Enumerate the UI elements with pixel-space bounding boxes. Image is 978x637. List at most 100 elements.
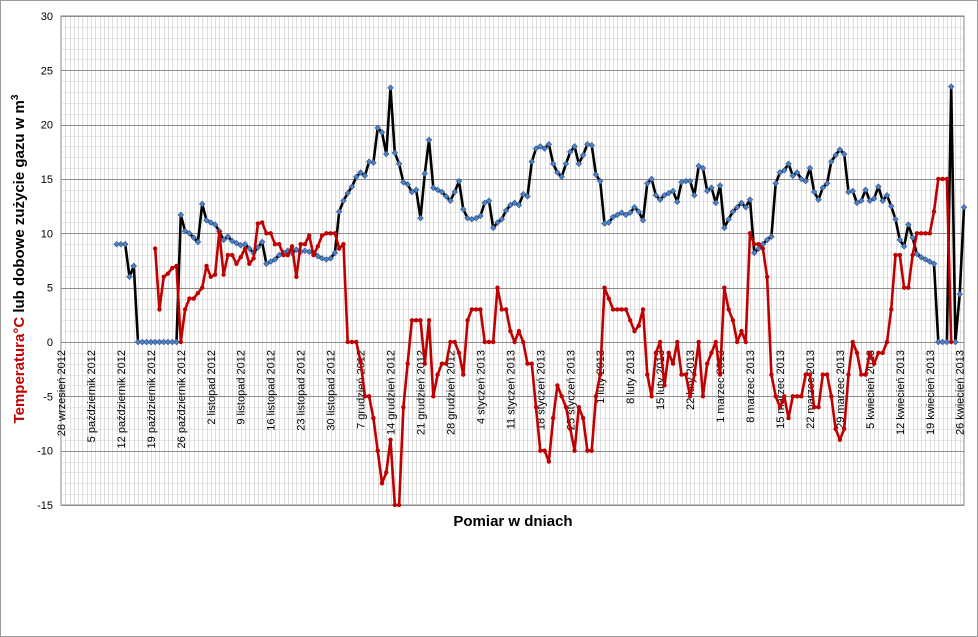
data-point	[944, 176, 950, 182]
data-point	[563, 405, 569, 410]
data-point	[610, 307, 616, 312]
data-point	[846, 372, 851, 377]
data-point	[130, 262, 137, 270]
x-tick-label: 8 luty 2013	[625, 350, 637, 404]
data-point	[408, 188, 416, 196]
data-point	[182, 307, 188, 312]
grid	[60, 15, 965, 506]
x-tick-label: 15 marzec 2013	[775, 350, 787, 429]
data-point	[669, 187, 677, 195]
data-point	[849, 187, 856, 195]
data-point	[259, 220, 265, 225]
data-point	[549, 160, 557, 168]
data-point	[798, 175, 805, 183]
x-tick-label: 23 listopad 2012	[296, 350, 308, 431]
data-point	[614, 211, 621, 219]
data-point	[486, 339, 492, 345]
data-point	[451, 188, 458, 196]
data-point	[443, 361, 449, 366]
x-tick-label: 26 kwiecień 2013	[955, 350, 967, 435]
data-point	[276, 251, 283, 259]
data-point	[169, 338, 176, 346]
data-point	[705, 361, 710, 366]
data-point	[289, 244, 295, 249]
data-point	[906, 285, 911, 290]
data-point	[357, 169, 364, 176]
data-point	[615, 307, 620, 312]
data-point	[490, 224, 497, 232]
data-point	[730, 318, 736, 323]
data-point	[746, 196, 754, 203]
data-point	[482, 339, 487, 345]
data-point	[789, 172, 797, 179]
data-point	[913, 250, 921, 258]
data-point	[318, 255, 326, 262]
x-tick-label: 15 luty 2013	[655, 350, 667, 410]
data-point	[228, 237, 236, 245]
data-point	[507, 201, 514, 209]
data-point	[383, 150, 390, 158]
data-point	[515, 201, 523, 209]
data-point	[943, 338, 951, 346]
data-point	[255, 221, 261, 226]
data-point	[738, 199, 745, 207]
data-point	[901, 285, 907, 290]
data-point	[859, 372, 864, 377]
x-tick-label: 7 grudzień 2012	[356, 350, 368, 429]
data-point	[820, 372, 825, 377]
data-point	[220, 236, 227, 244]
data-point	[632, 328, 637, 334]
data-point	[307, 233, 312, 238]
data-point	[575, 160, 583, 168]
data-point	[867, 350, 873, 356]
data-point	[794, 394, 800, 399]
data-point	[264, 231, 269, 236]
data-point	[662, 383, 667, 388]
data-point	[935, 338, 942, 346]
data-point	[401, 405, 406, 410]
data-point	[152, 246, 158, 251]
data-point	[717, 372, 723, 377]
data-point	[314, 252, 322, 260]
series-1	[113, 83, 968, 346]
y-tick-label: 0	[47, 337, 53, 349]
data-point	[952, 338, 959, 346]
data-point	[776, 169, 784, 176]
y-axis-title-gas: lub dobowe zużycie gazu w m	[11, 100, 28, 317]
data-point	[550, 415, 556, 421]
data-point	[472, 214, 480, 222]
data-point	[940, 176, 945, 182]
data-point	[764, 274, 770, 279]
data-point	[258, 238, 266, 246]
data-point	[485, 197, 493, 204]
data-point	[327, 255, 334, 262]
data-point	[221, 272, 226, 277]
data-point	[682, 177, 690, 185]
data-point	[157, 307, 162, 312]
y-tick-label: 20	[41, 120, 53, 132]
x-tick-label: 25 styczeń 2013	[565, 350, 577, 430]
data-point	[790, 394, 796, 399]
data-point	[751, 249, 758, 257]
data-point	[645, 372, 650, 377]
data-point	[936, 176, 941, 182]
data-point	[880, 350, 885, 356]
data-point	[233, 239, 240, 247]
data-point	[871, 361, 877, 366]
data-point	[866, 197, 874, 204]
data-point	[113, 240, 120, 248]
data-point	[335, 208, 343, 215]
data-point	[246, 245, 253, 252]
data-point	[469, 307, 475, 312]
data-point	[644, 180, 651, 187]
data-point	[528, 158, 535, 165]
data-point	[836, 146, 844, 153]
data-point	[593, 394, 599, 399]
x-axis-ticks: 28 wrzesień 2012 5 październik 2012 12 paź…	[56, 350, 967, 448]
data-point	[799, 394, 804, 399]
data-point	[435, 372, 440, 377]
data-point	[756, 242, 761, 247]
data-point	[923, 231, 928, 236]
data-point	[525, 361, 530, 366]
data-point	[649, 394, 654, 399]
